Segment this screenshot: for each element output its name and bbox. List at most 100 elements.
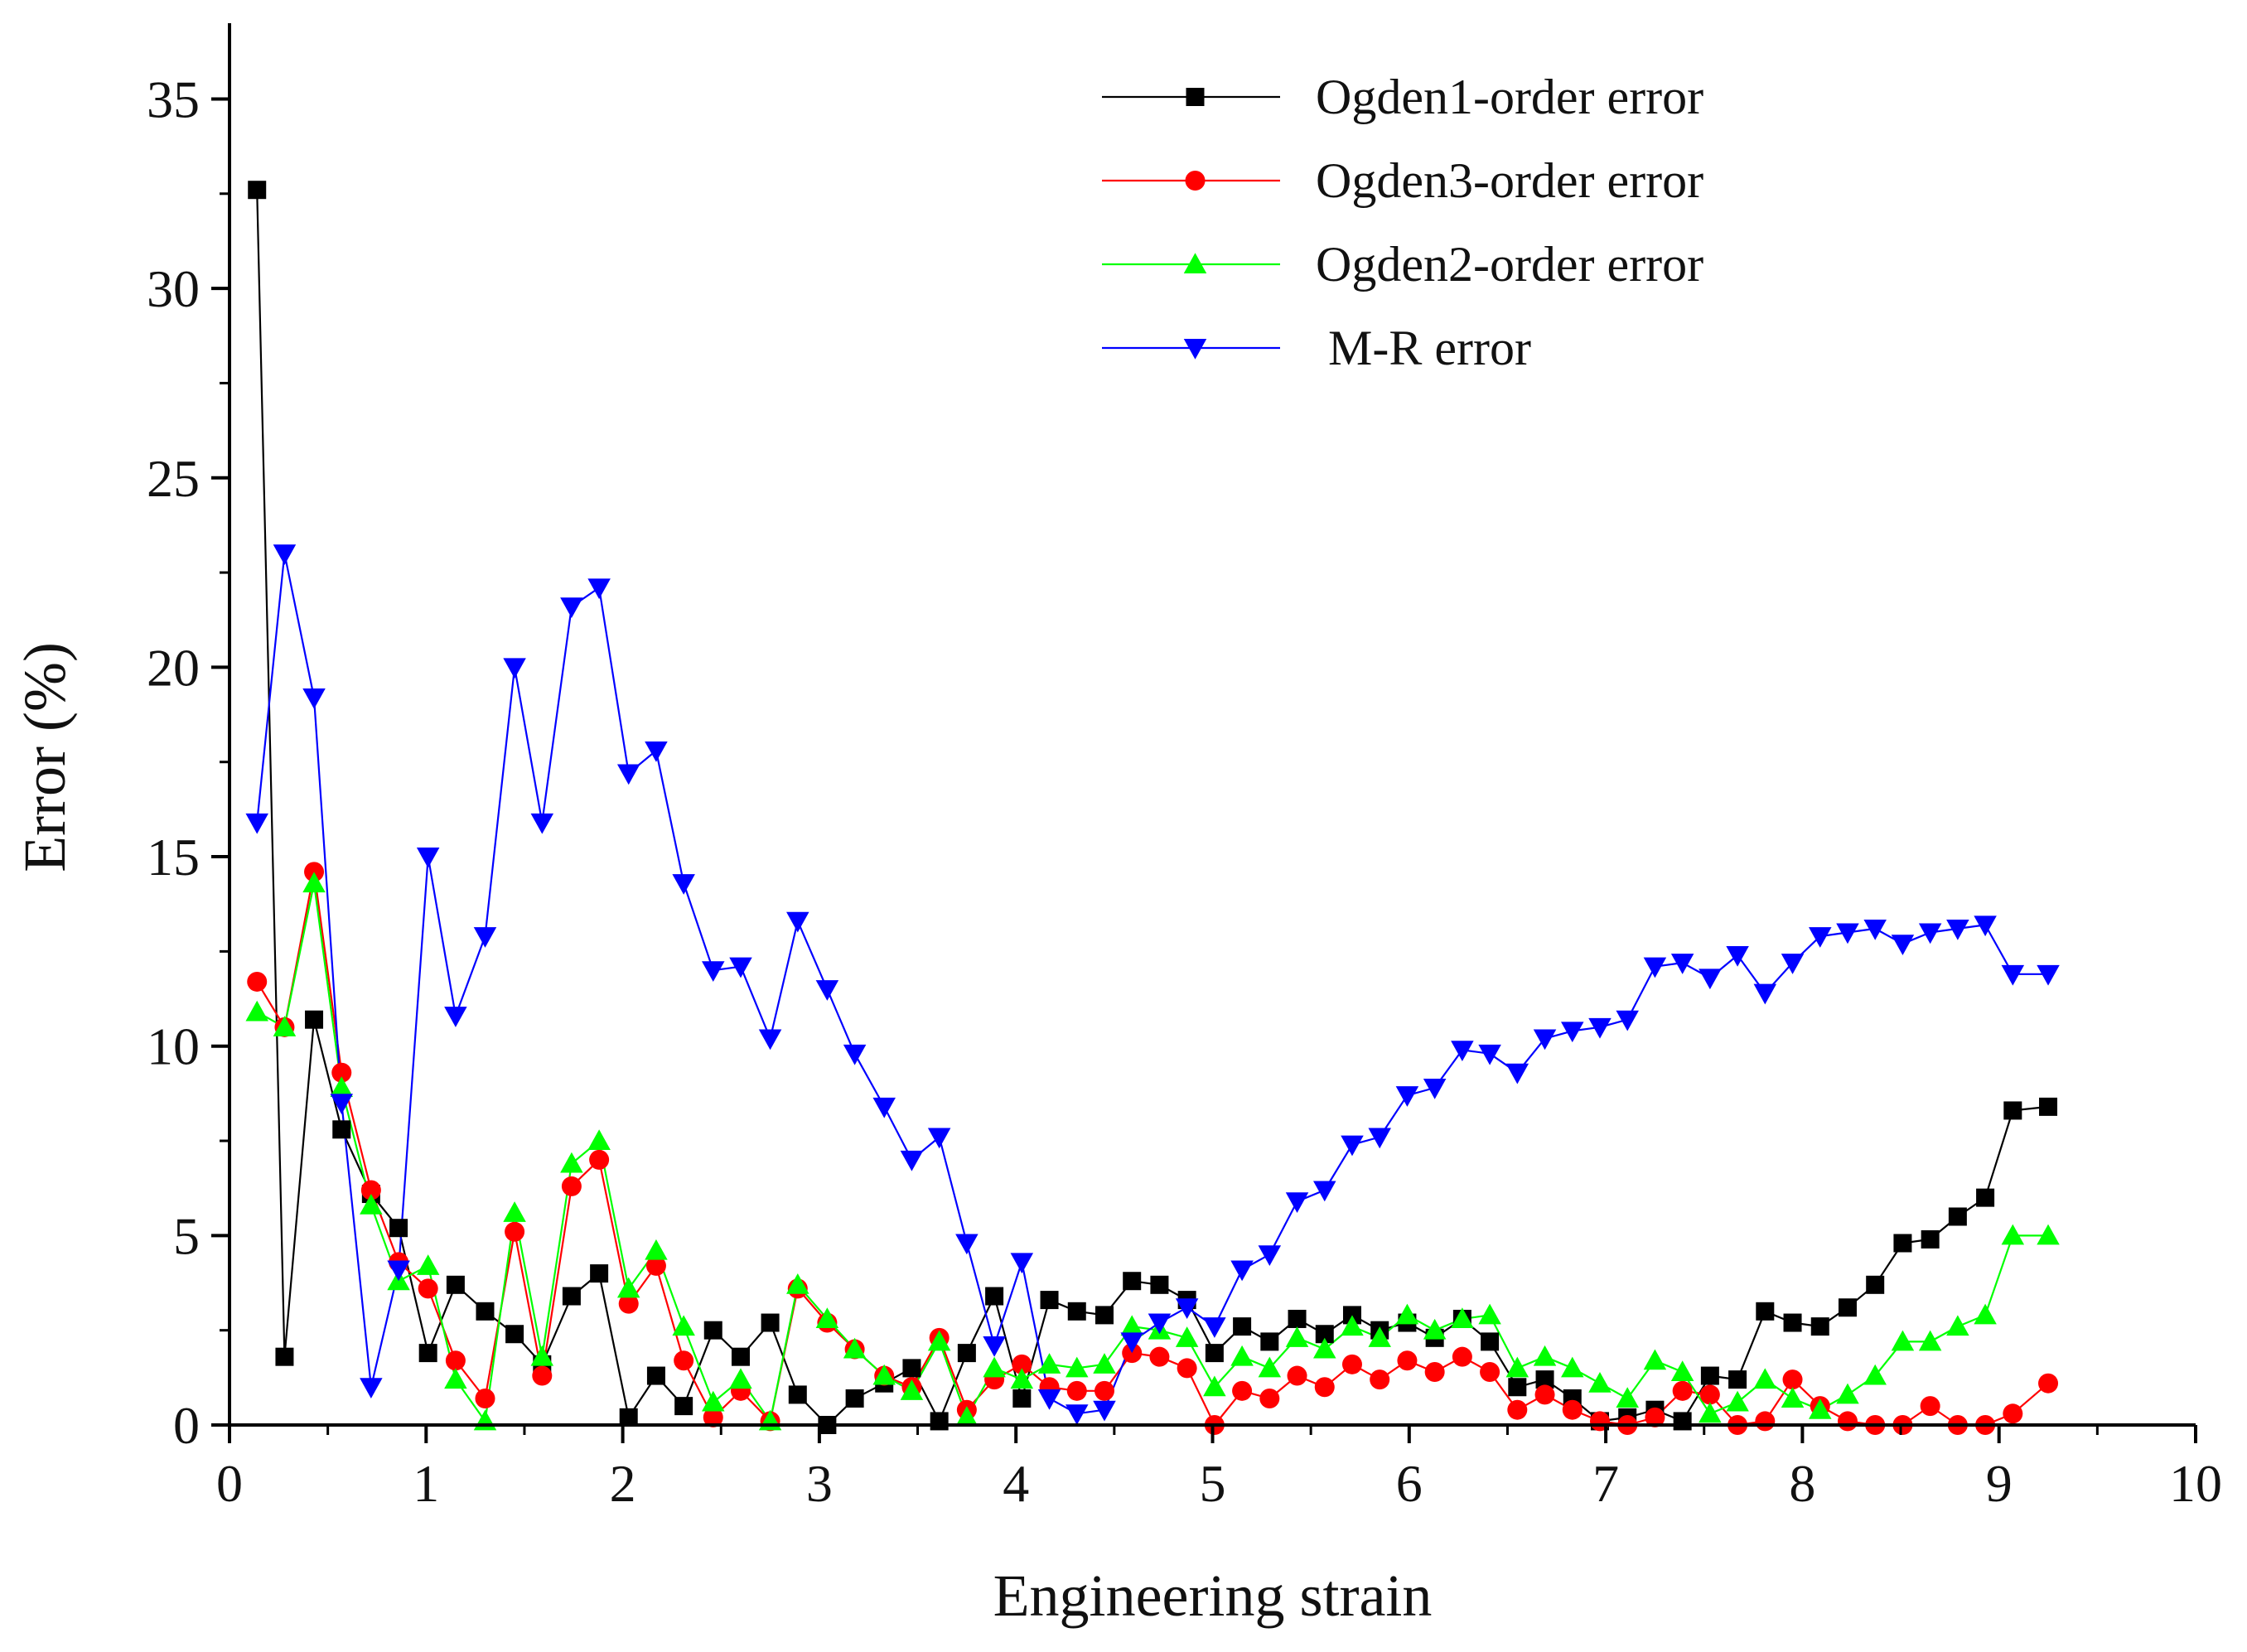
data-point-ogden1-order-error — [1535, 1370, 1554, 1389]
y-tick-label: 0 — [173, 1396, 200, 1455]
legend-label-m-r-error: M-R error — [1328, 321, 1531, 375]
data-point-ogden2-order-error — [955, 1406, 979, 1427]
data-point-m-r-error — [1643, 957, 1667, 978]
data-point-ogden1-order-error — [476, 1302, 495, 1321]
data-point-ogden2-order-error — [1203, 1375, 1226, 1397]
data-point-m-r-error — [1478, 1044, 1501, 1065]
x-axis-title: Engineering strain — [993, 1563, 1433, 1629]
data-point-ogden3-order-error — [1920, 1396, 1940, 1417]
data-point-m-r-error — [1285, 1192, 1309, 1213]
data-point-ogden2-order-error — [1451, 1307, 1474, 1328]
data-point-ogden2-order-error — [1616, 1387, 1639, 1408]
data-point-m-r-error — [1863, 919, 1887, 940]
legend-label-ogden1-order-error: Ogden1-order error — [1316, 70, 1703, 124]
data-point-m-r-error — [273, 544, 297, 565]
data-point-ogden3-order-error — [645, 1255, 666, 1276]
data-point-ogden2-order-error — [2037, 1224, 2060, 1245]
axes: 0 1 2 3 4 5 6 7 8 9 10 0 5 10 15 20 25 30 35 — [147, 23, 2222, 1513]
data-point-m-r-error — [1148, 1313, 1172, 1335]
x-tick-label: 7 — [1592, 1454, 1619, 1513]
data-point-ogden2-order-error — [983, 1356, 1006, 1378]
data-point-ogden2-order-error — [645, 1239, 668, 1260]
data-point-ogden3-order-error — [1149, 1346, 1170, 1367]
data-point-ogden2-order-error — [1478, 1303, 1501, 1325]
x-tick-label: 10 — [2169, 1454, 2222, 1513]
data-point-ogden1-order-error — [562, 1287, 581, 1306]
data-point-m-r-error — [1670, 954, 1694, 974]
data-point-m-r-error — [1588, 1017, 1612, 1039]
data-point-ogden2-order-error — [302, 872, 326, 893]
legend-label-ogden2-order-error: Ogden2-order error — [1316, 237, 1703, 292]
data-point-m-r-error — [360, 1378, 383, 1399]
data-point-ogden3-order-error — [1424, 1361, 1445, 1382]
y-tick-label: 10 — [147, 1017, 200, 1076]
data-point-m-r-error — [1781, 954, 1805, 974]
data-point-ogden2-order-error — [1918, 1330, 1942, 1351]
data-point-m-r-error — [815, 980, 839, 1001]
data-point-ogden3-order-error — [1232, 1380, 1253, 1401]
data-point-ogden3-order-error — [1782, 1369, 1803, 1390]
data-point-ogden2-order-error — [927, 1330, 951, 1351]
data-point-ogden1-order-error — [2039, 1097, 2058, 1116]
data-point-ogden2-order-error — [2001, 1224, 2025, 1245]
data-point-ogden1-order-error — [1976, 1188, 1995, 1207]
data-point-ogden1-order-error — [1040, 1291, 1059, 1310]
x-tick-label: 1 — [413, 1454, 439, 1513]
data-point-ogden3-order-error — [418, 1278, 438, 1299]
data-point-ogden3-order-error — [674, 1350, 694, 1371]
data-point-ogden2-order-error — [273, 1016, 297, 1036]
data-point-ogden2-order-error — [1643, 1349, 1667, 1370]
y-tick-label: 5 — [173, 1206, 200, 1265]
data-point-ogden2-order-error — [503, 1201, 526, 1222]
data-point-ogden1-order-error — [1508, 1378, 1527, 1397]
data-point-ogden2-order-error — [444, 1368, 467, 1389]
data-point-ogden2-order-error — [1037, 1353, 1061, 1374]
data-point-ogden2-order-error — [245, 1000, 268, 1022]
data-point-ogden1-order-error — [1673, 1412, 1692, 1431]
data-point-m-r-error — [955, 1234, 979, 1255]
data-point-ogden3-order-error — [475, 1388, 495, 1408]
data-point-ogden3-order-error — [1837, 1411, 1858, 1432]
data-point-ogden1-order-error — [389, 1219, 408, 1238]
data-point-ogden1-order-error — [446, 1275, 465, 1294]
legend-marker-ogden1-order-error — [1186, 88, 1205, 106]
x-tick-label: 9 — [1986, 1454, 2013, 1513]
data-point-ogden2-order-error — [1946, 1315, 1969, 1336]
data-point-m-r-error — [872, 1097, 896, 1118]
data-point-ogden3-order-error — [703, 1407, 723, 1427]
x-tick-label: 5 — [1200, 1454, 1226, 1513]
data-point-m-r-error — [1258, 1245, 1282, 1266]
data-point-ogden2-order-error — [729, 1368, 752, 1389]
data-point-ogden2-order-error — [1561, 1356, 1584, 1378]
data-point-m-r-error — [1203, 1317, 1226, 1338]
data-point-ogden1-order-error — [248, 181, 267, 200]
data-point-ogden2-order-error — [1395, 1303, 1419, 1325]
data-point-ogden2-order-error — [672, 1315, 695, 1336]
data-point-ogden1-order-error — [674, 1397, 693, 1416]
data-point-ogden3-order-error — [1177, 1358, 1197, 1379]
data-point-m-r-error — [900, 1150, 924, 1171]
data-point-ogden3-order-error — [532, 1365, 553, 1386]
data-point-ogden2-order-error — [1781, 1387, 1805, 1408]
data-point-m-r-error — [1891, 935, 1915, 955]
data-point-m-r-error — [1120, 1332, 1143, 1354]
data-point-m-r-error — [616, 764, 640, 785]
data-point-m-r-error — [302, 688, 326, 709]
data-point-ogden1-order-error — [985, 1287, 1004, 1306]
data-point-m-r-error — [1093, 1400, 1116, 1422]
data-point-m-r-error — [1037, 1389, 1061, 1410]
data-point-ogden2-order-error — [530, 1345, 554, 1366]
data-point-ogden1-order-error — [275, 1347, 294, 1366]
data-point-ogden2-order-error — [587, 1129, 611, 1151]
data-point-m-r-error — [1974, 915, 1997, 937]
data-point-ogden2-order-error — [1533, 1345, 1557, 1366]
data-point-m-r-error — [1066, 1404, 1089, 1426]
data-point-ogden3-order-error — [1534, 1384, 1555, 1405]
data-point-m-r-error — [1341, 1135, 1364, 1157]
data-point-ogden3-order-error — [1480, 1361, 1500, 1382]
data-point-m-r-error — [672, 874, 695, 895]
data-point-ogden2-order-error — [1753, 1368, 1777, 1389]
data-point-ogden2-order-error — [1120, 1315, 1143, 1336]
data-point-ogden2-order-error — [1423, 1318, 1447, 1340]
